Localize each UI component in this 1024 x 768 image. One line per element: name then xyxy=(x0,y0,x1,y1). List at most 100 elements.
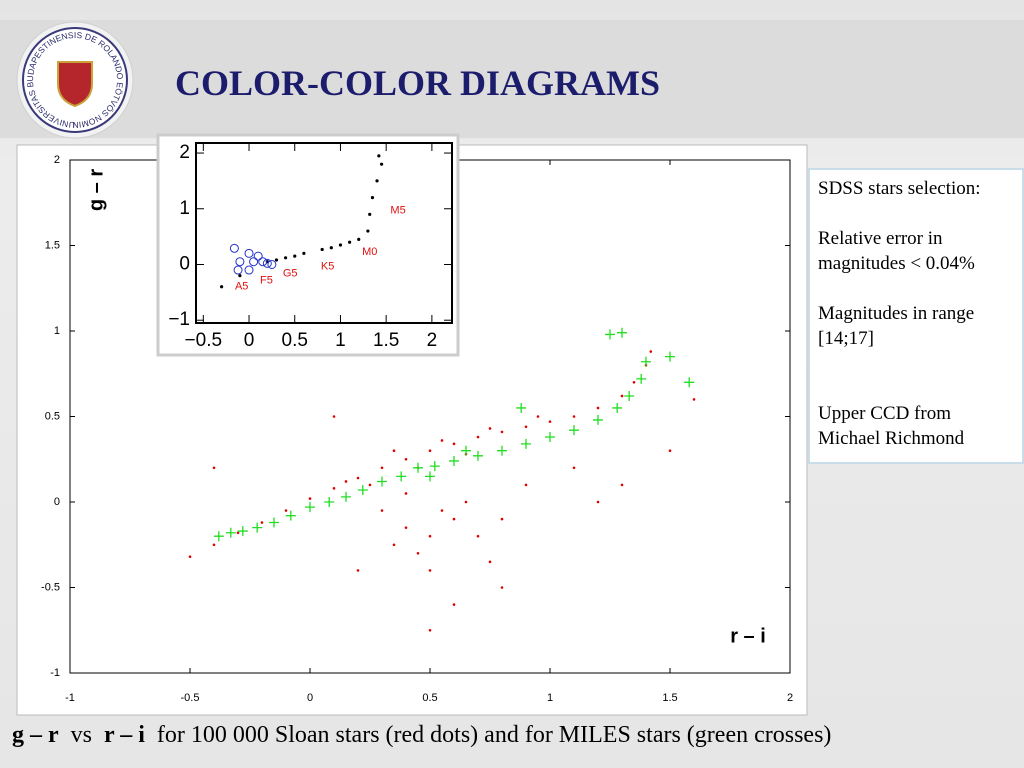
cross xyxy=(237,526,248,537)
x-axis-label: r – i xyxy=(730,625,766,647)
cross xyxy=(252,522,263,533)
circle-marker xyxy=(229,243,239,253)
note: Magnitudes in range [14;17] xyxy=(818,303,975,349)
dot xyxy=(332,415,336,418)
note: Upper CCD from Michael Richmond xyxy=(818,403,965,449)
cross xyxy=(569,425,579,436)
notes-box: SDSS stars selection: Relative error in m… xyxy=(808,168,1024,464)
cross xyxy=(341,491,351,502)
circle-marker xyxy=(253,251,263,261)
x-tick-label: 0 xyxy=(307,692,313,704)
y-axis-label: g – r xyxy=(85,169,107,211)
y-tick-label: 1.5 xyxy=(45,239,60,251)
cross xyxy=(545,432,555,443)
cross xyxy=(396,471,407,482)
cross xyxy=(461,445,471,456)
dot xyxy=(649,350,653,353)
circle-marker xyxy=(235,257,245,267)
dot xyxy=(344,480,348,483)
dot xyxy=(284,256,288,260)
slide-title: COLOR-COLOR DIAGRAMS xyxy=(175,63,661,103)
x-tick-label: 0.5 xyxy=(422,692,437,704)
dot xyxy=(404,526,408,529)
dot xyxy=(500,430,504,434)
x-tick-label: −0.5 xyxy=(185,330,223,351)
dot xyxy=(302,251,306,255)
caption-y: g – r xyxy=(12,722,59,748)
annotation: K5 xyxy=(321,261,334,273)
y-tick-label: 0 xyxy=(54,496,60,508)
dot xyxy=(668,449,672,453)
annotation: F5 xyxy=(260,275,273,287)
dot xyxy=(452,517,456,521)
dot xyxy=(236,531,240,535)
x-tick-label: 0.5 xyxy=(282,330,308,351)
circle-marker xyxy=(244,248,254,258)
cross xyxy=(593,414,603,425)
circle-marker xyxy=(258,257,268,267)
cross xyxy=(636,373,647,384)
annotation: M0 xyxy=(362,246,377,258)
dot xyxy=(548,420,552,423)
caption: g – r vs r – i for 100 000 Sloan stars (… xyxy=(12,722,831,749)
dot xyxy=(356,476,360,480)
dot xyxy=(620,483,624,487)
note: Relative error in magnitudes < 0.04% xyxy=(818,228,975,274)
cross xyxy=(377,476,387,487)
cross xyxy=(605,329,615,340)
cross xyxy=(413,462,423,473)
cross xyxy=(425,471,435,482)
dot xyxy=(377,154,381,158)
dot xyxy=(370,196,375,200)
dot xyxy=(500,517,504,521)
x-tick-label: 0 xyxy=(244,330,255,351)
x-tick-label: -0.5 xyxy=(181,692,200,704)
y-tick-label: -1 xyxy=(50,667,60,679)
dot xyxy=(596,500,600,504)
dot xyxy=(404,492,408,495)
cross xyxy=(357,485,368,496)
dot xyxy=(338,243,343,247)
cross xyxy=(213,531,224,542)
header-band xyxy=(0,20,1024,138)
dot xyxy=(375,179,379,183)
dot xyxy=(188,555,192,559)
dot xyxy=(596,406,600,410)
dot xyxy=(416,552,420,555)
x-tick-label: 2 xyxy=(427,330,438,351)
dot xyxy=(238,274,242,278)
y-tick-label: 2 xyxy=(54,154,60,166)
x-tick-label: 1.5 xyxy=(662,692,677,704)
cross xyxy=(516,402,527,413)
y-tick-label: 2 xyxy=(179,142,190,163)
dot xyxy=(320,247,324,252)
dot xyxy=(428,569,432,572)
logo-shield xyxy=(57,61,93,108)
dot xyxy=(500,586,504,589)
dot xyxy=(356,569,360,572)
dot xyxy=(380,162,384,166)
dot xyxy=(284,509,288,512)
y-tick-label: 0 xyxy=(179,254,190,275)
dot xyxy=(368,212,372,216)
cross xyxy=(305,502,315,513)
dot xyxy=(392,543,396,547)
dot xyxy=(632,381,636,384)
dot xyxy=(293,254,297,258)
dot xyxy=(428,628,432,632)
dot xyxy=(476,435,480,439)
dot xyxy=(357,237,361,242)
dot xyxy=(524,483,528,487)
cross xyxy=(324,497,335,507)
dot xyxy=(220,285,224,289)
y-tick-label: 0.5 xyxy=(45,410,60,422)
dot xyxy=(428,534,432,538)
cross xyxy=(617,327,627,338)
dot xyxy=(308,497,312,500)
dot xyxy=(572,466,576,470)
cross xyxy=(285,510,296,521)
inset-panel xyxy=(156,133,460,357)
dot xyxy=(572,415,576,418)
annotation: G5 xyxy=(283,267,298,279)
